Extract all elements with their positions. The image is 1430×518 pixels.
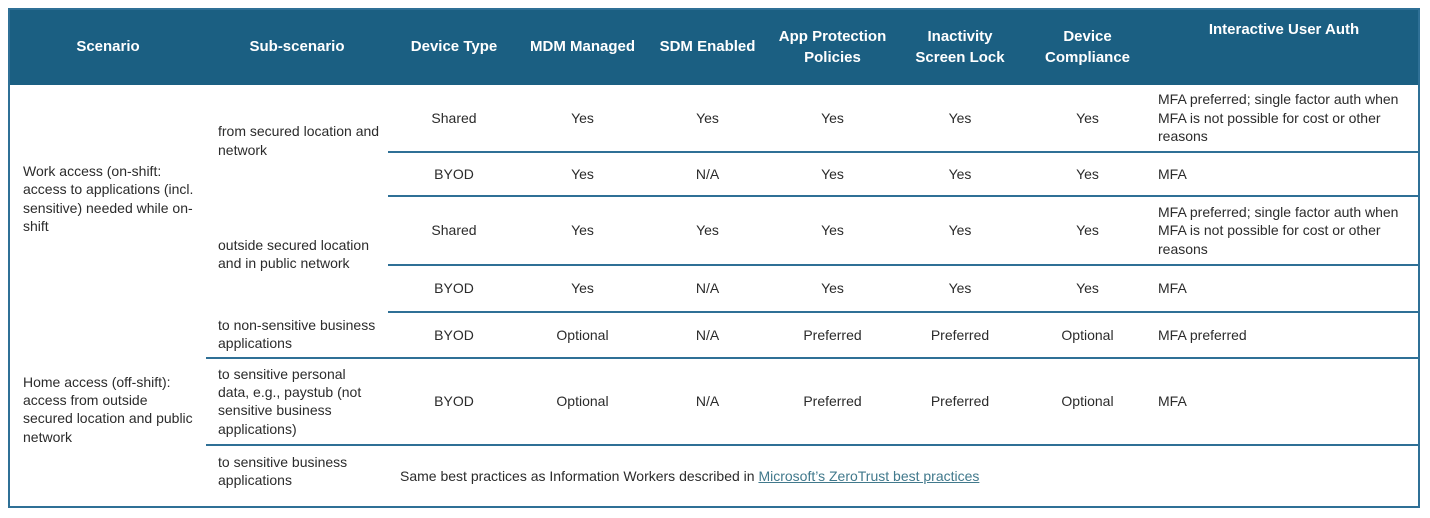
- app-protection-cell: Yes: [821, 109, 844, 126]
- scenario-cell-work-access: Work access (on-shift: access to applica…: [23, 162, 194, 234]
- table-row: BYOD Yes N/A Yes Yes Yes MFA: [10, 264, 1418, 312]
- header-row: Scenario Sub-scenario Device Type MDM Ma…: [10, 10, 1418, 85]
- inactivity-lock-cell: Preferred: [895, 356, 1025, 445]
- column-header-sub-scenario: Sub-scenario: [206, 10, 388, 85]
- column-header-device-type: Device Type: [388, 10, 520, 85]
- device-compliance-cell: Yes: [1025, 264, 1150, 312]
- mdm-managed-cell: Optional: [520, 311, 645, 358]
- sdm-enabled-cell: Yes: [645, 195, 770, 265]
- inactivity-lock-cell: Yes: [895, 151, 1025, 196]
- column-header-app-protection-policies: App Protection Policies: [770, 10, 895, 85]
- sub-scenario-cell-sensitive-business: to sensitive business applications: [206, 443, 388, 507]
- interactive-auth-cell: MFA preferred: [1150, 311, 1418, 358]
- mdm-managed-cell: Yes: [520, 195, 645, 265]
- sdm-enabled-cell: N/A: [645, 356, 770, 445]
- sdm-enabled-cell: N/A: [645, 264, 770, 312]
- table-row: Home access (off-shift): access from out…: [10, 311, 1418, 445]
- device-compliance-cell: Optional: [1025, 356, 1150, 445]
- sub-scenario-cell-outside-secured: outside secured location and in public n…: [218, 236, 369, 271]
- column-header-device-compliance: Device Compliance: [1025, 10, 1150, 85]
- inactivity-lock-cell: Yes: [948, 109, 972, 126]
- table-row: to sensitive personal data, e.g., paystu…: [10, 356, 1418, 445]
- column-header-mdm-managed: MDM Managed: [520, 10, 645, 85]
- app-protection-cell: Yes: [770, 195, 895, 265]
- zerotrust-best-practices-link[interactable]: Microsoft’s ZeroTrust best practices: [758, 468, 980, 485]
- scenario-cell-home-access: Home access (off-shift): access from out…: [23, 373, 193, 445]
- column-header-scenario: Scenario: [10, 10, 206, 85]
- inactivity-lock-cell: Yes: [895, 264, 1025, 312]
- table-row: to sensitive business applications Same …: [10, 443, 1418, 507]
- sub-scenario-cell-sensitive-personal: to sensitive personal data, e.g., paystu…: [206, 356, 388, 445]
- device-type-cell: Shared: [388, 195, 520, 265]
- best-practices-note-cell: Same best practices as Information Worke…: [388, 443, 1418, 507]
- sdm-enabled-cell: N/A: [645, 151, 770, 196]
- interactive-auth-cell: MFA: [1150, 264, 1418, 312]
- device-compliance-cell: Yes: [1025, 151, 1150, 196]
- table-frame: Scenario Sub-scenario Device Type MDM Ma…: [8, 8, 1420, 508]
- inactivity-lock-cell: Yes: [895, 195, 1025, 265]
- app-protection-cell: Yes: [770, 264, 895, 312]
- device-compliance-cell: Yes: [1076, 109, 1099, 126]
- device-type-cell: BYOD: [388, 311, 520, 358]
- interactive-auth-cell: MFA preferred; single factor auth when M…: [1158, 91, 1399, 145]
- best-practices-note-text: Same best practices as Information Worke…: [400, 468, 759, 485]
- interactive-auth-cell: MFA preferred; single factor auth when M…: [1150, 195, 1418, 265]
- device-compliance-cell: Yes: [1025, 195, 1150, 265]
- app-protection-cell: Yes: [770, 151, 895, 196]
- mdm-managed-cell: Yes: [520, 264, 645, 312]
- mdm-managed-cell: Yes: [571, 109, 594, 126]
- table-row: BYOD Yes N/A Yes Yes Yes MFA: [10, 151, 1418, 196]
- device-type-cell: BYOD: [388, 151, 520, 196]
- column-header-interactive-user-auth: Interactive User Auth: [1150, 10, 1418, 85]
- table-row: Work access (on-shift: access to applica…: [10, 85, 1418, 234]
- inactivity-lock-cell: Preferred: [895, 311, 1025, 358]
- sdm-enabled-cell: N/A: [645, 311, 770, 358]
- app-protection-cell: Preferred: [770, 356, 895, 445]
- interactive-auth-cell: MFA: [1150, 151, 1418, 196]
- interactive-auth-cell: MFA: [1150, 356, 1418, 445]
- column-header-inactivity-screen-lock: Inactivity Screen Lock: [895, 10, 1025, 85]
- device-type-cell: BYOD: [388, 264, 520, 312]
- sub-scenario-cell-non-sensitive: to non-sensitive business applications: [218, 317, 376, 352]
- device-compliance-cell: Optional: [1025, 311, 1150, 358]
- device-type-cell: Shared: [431, 109, 477, 126]
- mdm-managed-cell: Yes: [520, 151, 645, 196]
- mdm-managed-cell: Optional: [520, 356, 645, 445]
- sdm-enabled-cell: Yes: [696, 109, 719, 126]
- table-row: outside secured location and in public n…: [10, 195, 1418, 271]
- app-protection-cell: Preferred: [770, 311, 895, 358]
- sub-scenario-cell-secured-location: from secured location and network: [218, 123, 380, 158]
- device-type-cell: BYOD: [388, 356, 520, 445]
- zero-trust-scenario-table: Scenario Sub-scenario Device Type MDM Ma…: [10, 10, 1418, 507]
- column-header-sdm-enabled: SDM Enabled: [645, 10, 770, 85]
